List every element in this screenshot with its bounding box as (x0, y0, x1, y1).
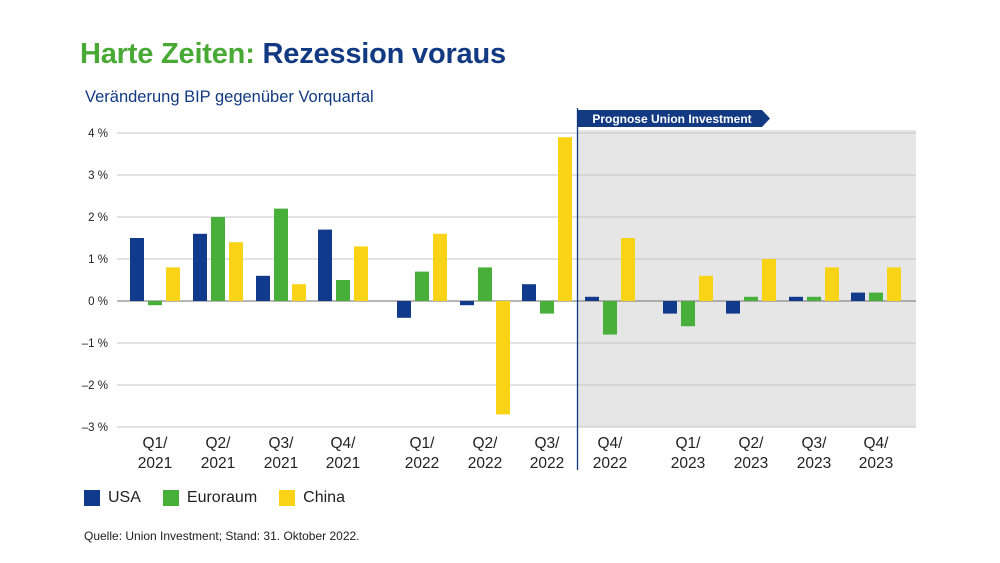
bar-china-3 (292, 284, 306, 301)
x-category-label: Q3/2022 (530, 435, 564, 472)
bar-usa-8 (585, 296, 599, 301)
bar-china-11 (825, 267, 839, 301)
legend-label-euroraum: Euroraum (186, 489, 258, 506)
bar-euroraum-7 (540, 301, 554, 314)
y-tick-label: –3 % (82, 422, 108, 434)
bar-usa-3 (256, 275, 270, 301)
bar-euroraum-1 (148, 301, 162, 306)
legend-label-china: China (303, 489, 345, 506)
gdp-bar-chart: 4 % 3 % 2 % 1 % 0 % –1 % –2 % –3 % Prognose Unio… (82, 108, 916, 472)
legend-label-usa: USA (108, 489, 141, 506)
bar-usa-6 (460, 301, 474, 306)
x-category-label: Q2/2023 (734, 435, 768, 472)
legend-swatch-euroraum (162, 490, 179, 506)
x-category-label: Q4/2021 (326, 435, 360, 472)
bar-euroraum-8 (603, 301, 617, 335)
bar-usa-9 (663, 301, 677, 314)
bar-usa-7 (522, 284, 536, 301)
chart-title-prefix: Harte Zeiten: (80, 38, 255, 70)
y-tick-label: –1 % (82, 338, 108, 350)
bar-euroraum-10 (744, 296, 758, 301)
legend-swatch-china (279, 490, 296, 506)
x-category-label: Q3/2021 (264, 435, 298, 472)
bar-euroraum-6 (478, 267, 492, 301)
forecast-banner-label: Prognose Union Investment (592, 112, 751, 126)
x-category-label: Q2/2022 (468, 435, 502, 472)
legend-item-usa: USA (84, 489, 141, 507)
bar-usa-4 (318, 229, 332, 301)
bar-usa-1 (130, 238, 144, 301)
bar-usa-12 (851, 292, 865, 301)
forecast-banner (578, 110, 770, 127)
y-tick-label: 0 % (88, 296, 108, 308)
bar-usa-2 (193, 233, 207, 301)
legend-item-china: China (279, 489, 345, 507)
bar-china-6 (496, 301, 510, 415)
bar-euroraum-3 (274, 208, 288, 301)
bar-china-10 (762, 259, 776, 301)
legend-item-euroraum: Euroraum (162, 489, 258, 507)
y-tick-label: 3 % (88, 170, 108, 182)
bar-china-12 (887, 267, 901, 301)
y-tick-label: 2 % (88, 212, 108, 224)
x-category-label: Q4/2023 (859, 435, 893, 472)
bar-euroraum-4 (336, 280, 350, 301)
bar-usa-11 (789, 296, 803, 301)
y-tick-label: 4 % (88, 128, 108, 140)
bar-euroraum-12 (869, 292, 883, 301)
bar-usa-5 (397, 301, 411, 318)
x-category-label: Q1/2022 (405, 435, 439, 472)
bar-china-9 (699, 275, 713, 301)
x-category-label: Q4/2022 (593, 435, 627, 472)
bar-euroraum-2 (211, 217, 225, 301)
chart-title: Harte Zeiten: Rezession voraus (80, 38, 506, 71)
y-tick-label: 1 % (88, 254, 108, 266)
bar-euroraum-9 (681, 301, 695, 327)
x-category-label: Q1/2021 (138, 435, 172, 472)
legend-swatch-usa (84, 490, 100, 506)
bar-china-8 (621, 238, 635, 301)
bar-euroraum-11 (807, 296, 821, 301)
x-category-label: Q2/2021 (201, 435, 235, 472)
chart-title-main: Rezession voraus (262, 38, 507, 70)
bar-china-5 (433, 233, 447, 301)
chart-subtitle: Veränderung BIP gegenüber Vorquartal (85, 88, 374, 106)
bar-china-1 (166, 267, 180, 301)
y-tick-label: –2 % (82, 380, 108, 392)
bar-china-4 (354, 246, 368, 301)
bar-usa-10 (726, 301, 740, 314)
bar-china-7 (558, 137, 572, 301)
bar-china-2 (229, 242, 243, 301)
source-note: Quelle: Union Investment; Stand: 31. Okt… (84, 529, 360, 543)
chart-legend: USA Euroraum China (84, 489, 367, 507)
bar-euroraum-5 (415, 271, 429, 301)
x-category-label: Q1/2023 (671, 435, 705, 472)
x-category-label: Q3/2023 (797, 435, 831, 472)
